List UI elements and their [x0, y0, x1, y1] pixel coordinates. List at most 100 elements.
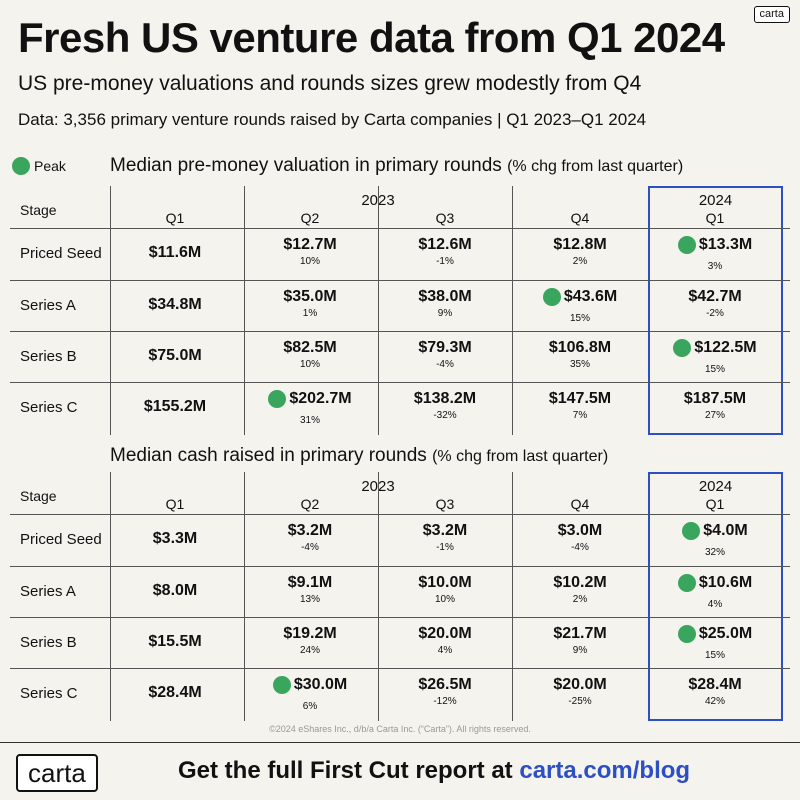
- valuation-value-text: $11.6M: [148, 244, 202, 261]
- valuation-cell-value: $12.7M: [283, 236, 336, 254]
- cash-cell-value: $3.2M: [288, 522, 332, 540]
- valuation-cell-change: 3%: [707, 261, 723, 272]
- valuation-cell: $138.2M -32%: [378, 390, 512, 421]
- cash-hline-1: [10, 566, 790, 567]
- valuation-cell: $11.6M: [108, 244, 242, 262]
- cash-cell-value: $25.0M: [677, 625, 753, 643]
- valuation-value-text: $202.7M: [289, 390, 352, 407]
- valuation-cell-value: $79.3M: [418, 339, 471, 357]
- valuation-stage-series-c: Series C: [20, 398, 78, 416]
- cash-cell: $20.0M 4%: [378, 625, 512, 656]
- cash-title-sub: (% chg from last quarter): [432, 448, 609, 465]
- valuation-cell: $187.5M 27%: [648, 390, 782, 421]
- footer-cta: Get the full First Cut report at carta.c…: [178, 757, 690, 785]
- valuation-hline-2: [10, 331, 790, 332]
- valuation-value-text: $12.6M: [418, 236, 472, 253]
- cash-cell-value: $10.6M: [677, 574, 753, 592]
- cash-2024-highlight: [648, 472, 783, 721]
- valuation-cell-value: $147.5M: [549, 390, 611, 408]
- cash-cell-value: $15.5M: [148, 633, 201, 651]
- cash-value-text: $26.5M: [418, 676, 472, 693]
- valuation-vline-0: [110, 186, 111, 435]
- valuation-cell-value: $155.2M: [144, 398, 206, 416]
- valuation-cell-change: 15%: [704, 364, 725, 375]
- valuation-cell-change: 1%: [302, 308, 318, 319]
- cash-cell-change: 42%: [704, 696, 725, 707]
- copyright-note: ©2024 eShares Inc., d/b/a Carta Inc. (“C…: [269, 724, 531, 734]
- valuation-2024-highlight: [648, 186, 783, 435]
- cash-cell-value: $30.0M: [272, 676, 347, 694]
- valuation-cell-change: -2%: [706, 308, 724, 319]
- valuation-cell-value: $13.3M: [677, 236, 753, 254]
- valuation-cell-value: $43.6M: [542, 288, 617, 306]
- valuation-cell-change: 7%: [572, 410, 588, 421]
- valuation-stage-header: Stage: [20, 202, 57, 218]
- cash-value-text: $9.1M: [287, 574, 333, 591]
- valuation-value-text: $187.5M: [683, 390, 747, 407]
- cash-cell-value: $3.2M: [423, 522, 467, 540]
- valuation-title-sub: (% chg from last quarter): [507, 158, 684, 175]
- cash-cell-change: 4%: [707, 599, 723, 610]
- valuation-value-text: $106.8M: [548, 339, 612, 356]
- valuation-cell-change: 10%: [299, 256, 320, 267]
- valuation-value-text: $122.5M: [694, 339, 757, 356]
- cash-cell-change: 2%: [572, 594, 588, 605]
- cash-value-text: $3.2M: [422, 522, 468, 539]
- peak-dot-icon: [682, 522, 701, 540]
- cash-cell: $3.2M -1%: [378, 522, 512, 553]
- valuation-cell-value: $122.5M: [673, 339, 757, 357]
- cash-cell: $10.6M 4%: [648, 574, 782, 610]
- cash-cell-value: $3.3M: [153, 530, 197, 548]
- valuation-cell-change: 9%: [437, 308, 453, 319]
- cash-cell-value: $9.1M: [288, 574, 332, 592]
- valuation-table-title: Median pre-money valuation in primary ro…: [110, 155, 683, 177]
- cash-cell: $9.1M 13%: [243, 574, 377, 605]
- peak-dot-icon: [268, 390, 287, 408]
- cash-cell-value: $10.2M: [553, 574, 606, 592]
- cash-cell-change: -1%: [436, 542, 454, 553]
- valuation-value-text: $34.8M: [148, 296, 202, 313]
- cash-cell: $3.2M -4%: [243, 522, 377, 553]
- cash-cell-value: $19.2M: [283, 625, 336, 643]
- cash-cell-change: -4%: [571, 542, 589, 553]
- peak-legend-label: Peak: [34, 158, 66, 174]
- valuation-stage-series-a: Series A: [20, 296, 76, 314]
- valuation-value-text: $12.8M: [553, 236, 607, 253]
- cash-vline-0: [110, 472, 111, 721]
- cash-stage-header: Stage: [20, 488, 57, 504]
- valuation-cell-value: $35.0M: [283, 288, 336, 306]
- page-subtitle: US pre-money valuations and rounds sizes…: [18, 72, 642, 95]
- carta-footer-logo[interactable]: carta: [16, 754, 98, 792]
- cash-value-text: $10.0M: [418, 574, 472, 591]
- cash-value-text: $15.5M: [148, 633, 202, 650]
- valuation-value-text: $13.3M: [698, 236, 753, 253]
- valuation-cell-value: $12.8M: [553, 236, 606, 254]
- valuation-cell-value: $202.7M: [268, 390, 352, 408]
- valuation-vline-3: [512, 186, 513, 435]
- cash-cell: $3.0M -4%: [513, 522, 647, 553]
- valuation-value-text: $155.2M: [143, 398, 207, 415]
- cash-cell-value: $4.0M: [682, 522, 748, 540]
- valuation-hline-3: [10, 382, 790, 383]
- cash-cell-change: 15%: [704, 650, 725, 661]
- cash-value-text: $10.6M: [698, 574, 753, 591]
- valuation-cell-value: $34.8M: [148, 296, 201, 314]
- cash-cell-value: $8.0M: [153, 582, 197, 600]
- valuation-col-header-4: Q4: [570, 210, 590, 226]
- cash-stage-priced-seed: Priced Seed: [20, 530, 102, 548]
- valuation-value-text: $138.2M: [413, 390, 477, 407]
- cash-title-text: Median cash raised in primary rounds: [110, 445, 427, 466]
- cash-col-header-4: Q4: [570, 496, 590, 512]
- valuation-cell-change: 35%: [569, 359, 590, 370]
- cash-cell-change: -25%: [568, 696, 592, 707]
- valuation-cell-value: $42.7M: [688, 288, 741, 306]
- cash-hline-3: [10, 668, 790, 669]
- cash-value-text: $25.0M: [698, 625, 753, 642]
- valuation-cell-value: $75.0M: [148, 347, 201, 365]
- cash-value-text: $3.3M: [152, 530, 198, 547]
- cash-cell-change: 4%: [437, 645, 453, 656]
- cash-value-text: $19.2M: [283, 625, 337, 642]
- valuation-cell: $12.8M 2%: [513, 236, 647, 267]
- footer-cta-link[interactable]: carta.com/blog: [519, 757, 691, 784]
- valuation-stage-series-b: Series B: [20, 347, 77, 365]
